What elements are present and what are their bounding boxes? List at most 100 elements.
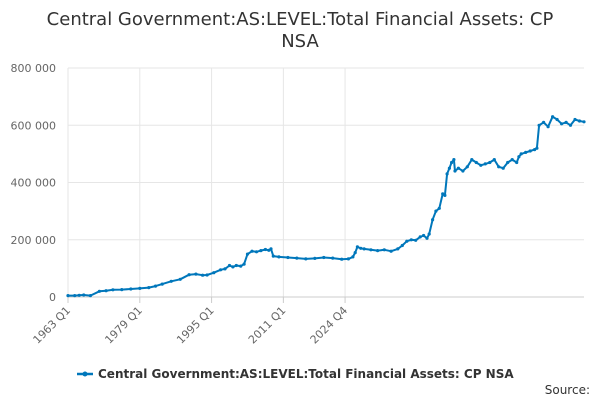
data-point-0-43[interactable] <box>340 257 344 261</box>
data-point-0-13[interactable] <box>160 282 164 286</box>
data-point-0-46[interactable] <box>353 251 357 255</box>
data-point-0-5[interactable] <box>97 289 101 293</box>
data-point-0-80[interactable] <box>488 160 492 165</box>
data-point-0-70[interactable] <box>450 160 454 165</box>
data-point-0-96[interactable] <box>551 115 555 119</box>
data-point-0-0[interactable] <box>66 294 70 298</box>
data-point-0-50[interactable] <box>369 248 373 252</box>
data-point-0-4[interactable] <box>88 294 92 298</box>
data-point-0-57[interactable] <box>409 238 413 242</box>
data-point-0-97[interactable] <box>555 117 559 122</box>
data-point-0-86[interactable] <box>515 160 519 165</box>
data-point-0-103[interactable] <box>582 120 586 124</box>
data-point-0-83[interactable] <box>501 166 505 170</box>
data-point-0-101[interactable] <box>573 117 577 122</box>
data-point-0-87[interactable] <box>517 155 521 159</box>
data-point-0-77[interactable] <box>474 160 478 165</box>
data-point-0-82[interactable] <box>497 165 501 169</box>
data-point-0-20[interactable] <box>212 271 216 275</box>
data-point-0-38[interactable] <box>295 256 299 260</box>
data-point-0-61[interactable] <box>425 236 429 240</box>
data-point-0-24[interactable] <box>231 265 235 269</box>
data-point-0-93[interactable] <box>537 123 541 127</box>
data-point-0-58[interactable] <box>414 238 418 242</box>
data-point-0-17[interactable] <box>194 272 198 276</box>
data-point-0-39[interactable] <box>304 257 308 261</box>
data-point-0-2[interactable] <box>77 293 81 297</box>
data-point-0-64[interactable] <box>434 209 438 213</box>
data-point-0-60[interactable] <box>422 233 426 238</box>
data-point-0-94[interactable] <box>542 120 546 124</box>
data-point-0-74[interactable] <box>461 169 465 173</box>
data-point-0-62[interactable] <box>427 232 431 236</box>
series-line-0[interactable] <box>67 115 585 297</box>
data-point-0-10[interactable] <box>138 286 142 290</box>
data-point-0-84[interactable] <box>506 160 510 165</box>
data-point-0-85[interactable] <box>510 158 514 162</box>
data-point-0-65[interactable] <box>437 206 441 210</box>
legend[interactable]: Central Government:AS:LEVEL:Total Financ… <box>77 367 514 381</box>
data-point-0-26[interactable] <box>239 264 243 268</box>
data-point-0-88[interactable] <box>519 152 523 156</box>
data-point-0-99[interactable] <box>564 120 568 124</box>
data-point-0-47[interactable] <box>355 245 359 249</box>
data-point-0-16[interactable] <box>187 273 191 277</box>
data-point-0-91[interactable] <box>533 148 537 152</box>
data-point-0-54[interactable] <box>396 247 400 251</box>
data-point-0-21[interactable] <box>219 268 223 272</box>
data-point-0-3[interactable] <box>82 293 86 297</box>
data-point-0-14[interactable] <box>169 279 173 283</box>
legend-label[interactable]: Central Government:AS:LEVEL:Total Financ… <box>98 367 514 381</box>
data-point-0-1[interactable] <box>73 294 77 298</box>
data-point-0-42[interactable] <box>331 256 335 260</box>
data-point-0-56[interactable] <box>405 239 409 243</box>
data-point-0-49[interactable] <box>362 247 366 251</box>
data-point-0-30[interactable] <box>254 250 259 254</box>
data-point-0-71[interactable] <box>452 158 456 162</box>
data-point-0-11[interactable] <box>147 286 151 290</box>
data-point-0-31[interactable] <box>259 249 263 253</box>
data-point-0-7[interactable] <box>111 288 115 292</box>
data-point-0-95[interactable] <box>546 125 550 129</box>
data-point-0-32[interactable] <box>263 247 267 252</box>
data-point-0-18[interactable] <box>201 273 205 277</box>
data-point-0-89[interactable] <box>524 150 528 154</box>
data-point-0-22[interactable] <box>223 267 227 271</box>
data-point-0-44[interactable] <box>346 257 350 261</box>
data-point-0-15[interactable] <box>178 277 182 281</box>
data-point-0-35[interactable] <box>271 254 275 258</box>
data-point-0-41[interactable] <box>322 255 326 260</box>
data-point-0-45[interactable] <box>351 255 355 259</box>
data-point-0-78[interactable] <box>479 163 483 167</box>
data-point-0-73[interactable] <box>456 166 460 170</box>
data-point-0-59[interactable] <box>418 235 422 239</box>
data-point-0-69[interactable] <box>447 166 451 170</box>
data-point-0-9[interactable] <box>129 287 133 291</box>
data-point-0-75[interactable] <box>465 165 469 169</box>
data-point-0-72[interactable] <box>453 169 457 173</box>
data-point-0-90[interactable] <box>528 149 532 153</box>
data-point-0-81[interactable] <box>492 158 496 162</box>
data-point-0-63[interactable] <box>431 218 435 222</box>
data-point-0-52[interactable] <box>382 248 386 252</box>
data-point-0-67[interactable] <box>443 193 447 197</box>
data-point-0-12[interactable] <box>153 284 158 288</box>
data-point-0-27[interactable] <box>242 262 246 266</box>
data-point-0-51[interactable] <box>376 249 380 253</box>
data-point-0-48[interactable] <box>359 246 363 250</box>
data-point-0-25[interactable] <box>234 263 238 268</box>
data-point-0-34[interactable] <box>269 247 273 251</box>
data-point-0-76[interactable] <box>470 158 474 162</box>
data-point-0-98[interactable] <box>560 122 564 126</box>
data-point-0-36[interactable] <box>277 255 281 259</box>
data-point-0-23[interactable] <box>227 263 232 268</box>
data-point-0-28[interactable] <box>245 252 250 256</box>
data-point-0-37[interactable] <box>286 255 290 260</box>
data-point-0-102[interactable] <box>577 119 582 123</box>
data-point-0-19[interactable] <box>205 273 209 277</box>
data-point-0-68[interactable] <box>445 172 449 176</box>
data-point-0-92[interactable] <box>535 146 539 150</box>
data-point-0-53[interactable] <box>389 249 393 253</box>
data-point-0-8[interactable] <box>120 288 124 292</box>
data-point-0-40[interactable] <box>313 256 317 260</box>
